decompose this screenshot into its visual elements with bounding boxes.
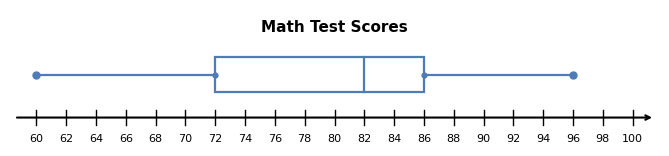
Text: 78: 78: [298, 134, 312, 144]
Text: 68: 68: [149, 134, 163, 144]
Text: 94: 94: [536, 134, 550, 144]
Text: 70: 70: [179, 134, 193, 144]
Text: 74: 74: [238, 134, 252, 144]
Text: 66: 66: [119, 134, 133, 144]
Text: 84: 84: [387, 134, 401, 144]
Text: 98: 98: [595, 134, 610, 144]
Text: 64: 64: [89, 134, 103, 144]
Text: 60: 60: [29, 134, 43, 144]
Bar: [215, 57, 424, 92]
Text: 100: 100: [622, 134, 643, 144]
Text: 62: 62: [60, 134, 74, 144]
Text: 96: 96: [566, 134, 580, 144]
Text: Math Test Scores: Math Test Scores: [261, 20, 408, 35]
Text: 76: 76: [268, 134, 282, 144]
Text: 90: 90: [476, 134, 490, 144]
Text: 72: 72: [208, 134, 222, 144]
Text: 82: 82: [357, 134, 371, 144]
Text: 92: 92: [506, 134, 520, 144]
Text: 86: 86: [417, 134, 431, 144]
Text: 88: 88: [447, 134, 461, 144]
Text: 80: 80: [327, 134, 342, 144]
